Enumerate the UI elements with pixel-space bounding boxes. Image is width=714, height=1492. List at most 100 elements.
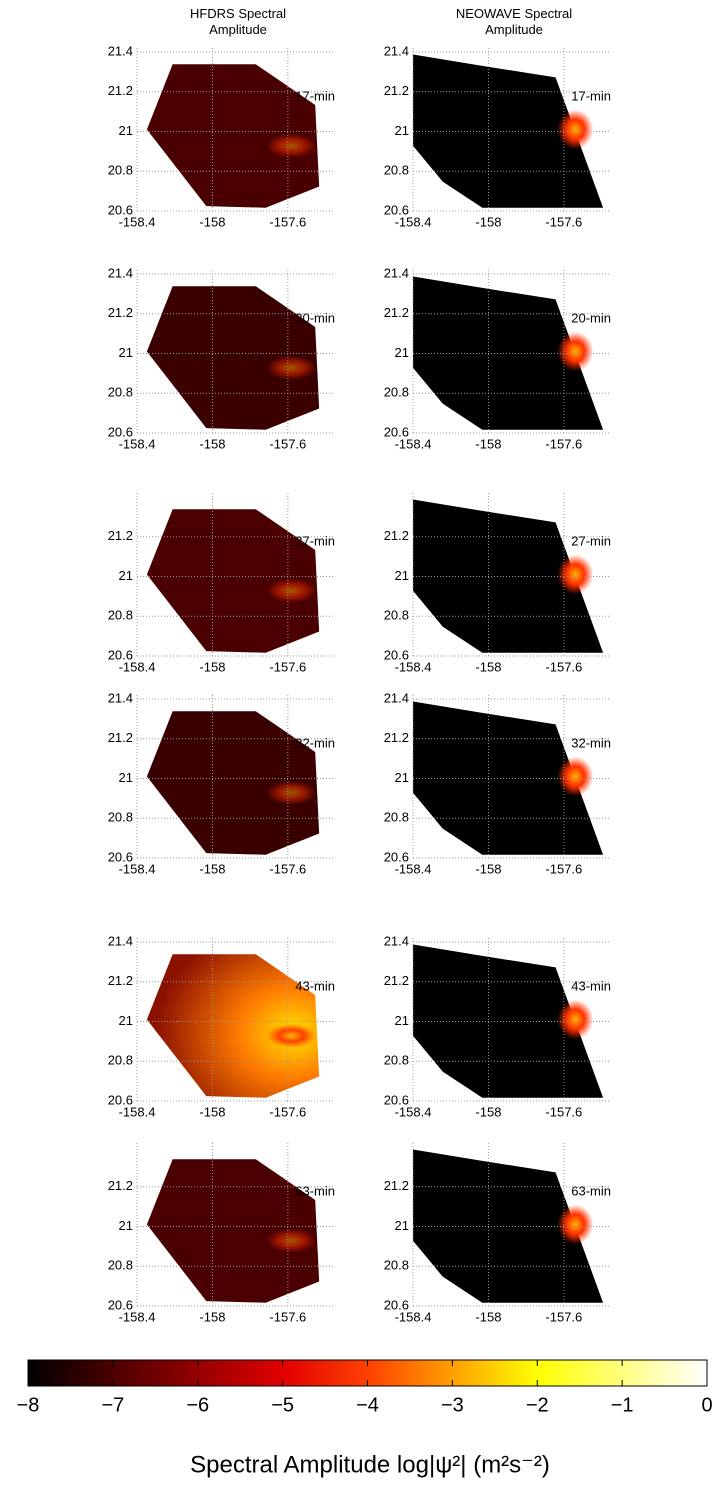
map-hotspot <box>266 1229 316 1253</box>
map-hotspot <box>266 579 316 603</box>
map-hotspot <box>557 757 593 797</box>
y-tick-label: 21.4 <box>108 690 133 705</box>
chart: Spectral Amplitude log|ψ²| (m²s⁻²) 20.62… <box>0 0 714 1492</box>
y-tick-label: 21.2 <box>384 305 409 320</box>
x-tick-label: -157.6 <box>545 659 582 674</box>
colorbar-tick-label: −2 <box>526 1394 549 1416</box>
x-tick-label: -158 <box>475 1309 501 1324</box>
y-tick-label: 21.2 <box>384 973 409 988</box>
y-tick-label: 20.8 <box>108 163 133 178</box>
y-tick-label: 21.2 <box>108 528 133 543</box>
y-tick-label: 21.4 <box>384 265 409 280</box>
map-hotspot <box>557 110 593 150</box>
map-hotspot <box>266 134 316 158</box>
y-tick-label: 21.2 <box>108 730 133 745</box>
x-tick-label: -157.6 <box>269 436 306 451</box>
map-hotspot <box>557 332 593 372</box>
y-tick-label: 21.2 <box>108 83 133 98</box>
y-tick-label: 20.8 <box>384 163 409 178</box>
y-tick-label: 20.8 <box>108 1258 133 1273</box>
map-hotspot <box>557 1205 593 1245</box>
y-tick-label: 20.8 <box>384 1258 409 1273</box>
y-tick-label: 21 <box>395 123 409 138</box>
y-tick-label: 21.4 <box>384 43 409 58</box>
y-tick-label: 21 <box>119 345 133 360</box>
x-tick-label: -158.4 <box>119 861 156 876</box>
x-tick-label: -158.4 <box>119 1309 156 1324</box>
x-tick-label: -158 <box>475 1104 501 1119</box>
y-tick-label: 20.8 <box>384 608 409 623</box>
y-tick-label: 21.2 <box>384 1178 409 1193</box>
x-tick-label: -158 <box>475 436 501 451</box>
y-tick-label: 21.2 <box>108 1178 133 1193</box>
x-tick-label: -158.4 <box>395 1104 432 1119</box>
x-tick-label: -158.4 <box>119 214 156 229</box>
x-tick-label: -158.4 <box>119 436 156 451</box>
y-tick-label: 21.4 <box>108 43 133 58</box>
panel-label: 32-min <box>571 735 611 750</box>
x-tick-label: -158 <box>475 659 501 674</box>
panel-label: 27-min <box>571 533 611 548</box>
x-tick-label: -157.6 <box>269 861 306 876</box>
panel-label: 20-min <box>295 310 335 325</box>
figure: HFDRS Spectral Amplitude NEOWAVE Spectra… <box>0 0 714 1492</box>
x-tick-label: -158.4 <box>395 1309 432 1324</box>
colorbar-tick-label: 0 <box>701 1394 712 1416</box>
y-tick-label: 21 <box>119 1013 133 1028</box>
panel-label: 43-min <box>571 978 611 993</box>
map-hotspot <box>266 356 316 380</box>
x-tick-label: -158.4 <box>395 214 432 229</box>
map-hotspot <box>557 1000 593 1040</box>
x-tick-label: -157.6 <box>545 214 582 229</box>
x-tick-label: -157.6 <box>545 861 582 876</box>
y-tick-label: 21 <box>119 1218 133 1233</box>
x-tick-label: -157.6 <box>269 1309 306 1324</box>
map-hotspot <box>266 781 316 805</box>
colorbar-tick-label: −1 <box>611 1394 634 1416</box>
x-tick-label: -158.4 <box>395 436 432 451</box>
y-tick-label: 20.8 <box>384 810 409 825</box>
panel-label: 17-min <box>571 88 611 103</box>
y-tick-label: 21.2 <box>108 305 133 320</box>
x-tick-label: -158 <box>199 659 225 674</box>
y-tick-label: 20.8 <box>108 385 133 400</box>
y-tick-label: 21 <box>395 1218 409 1233</box>
x-tick-label: -157.6 <box>269 659 306 674</box>
x-tick-label: -158.4 <box>395 659 432 674</box>
y-tick-label: 21.4 <box>384 690 409 705</box>
y-tick-label: 21 <box>119 770 133 785</box>
panel-label: 63-min <box>295 1183 335 1198</box>
map-hotspot <box>266 1024 316 1048</box>
x-tick-label: -158.4 <box>119 659 156 674</box>
x-tick-label: -158.4 <box>119 1104 156 1119</box>
y-tick-label: 21.2 <box>108 973 133 988</box>
y-tick-label: 20.8 <box>108 810 133 825</box>
y-tick-label: 20.8 <box>108 1053 133 1068</box>
colorbar-tick-label: −5 <box>271 1394 294 1416</box>
x-tick-label: -157.6 <box>269 1104 306 1119</box>
x-tick-label: -158 <box>199 214 225 229</box>
y-tick-label: 20.8 <box>384 1053 409 1068</box>
y-tick-label: 21 <box>395 568 409 583</box>
y-tick-label: 21 <box>395 345 409 360</box>
x-tick-label: -157.6 <box>545 1104 582 1119</box>
y-tick-label: 21.2 <box>384 528 409 543</box>
x-tick-label: -158.4 <box>395 861 432 876</box>
x-tick-label: -157.6 <box>545 436 582 451</box>
y-tick-label: 21.4 <box>384 933 409 948</box>
map-hotspot <box>557 555 593 595</box>
y-tick-label: 21 <box>119 123 133 138</box>
colorbar-tick-label: −6 <box>186 1394 209 1416</box>
x-tick-label: -158 <box>199 861 225 876</box>
panel-label: 27-min <box>295 533 335 548</box>
y-tick-label: 21 <box>395 770 409 785</box>
y-tick-label: 21.4 <box>108 933 133 948</box>
y-tick-label: 21 <box>395 1013 409 1028</box>
x-tick-label: -158 <box>199 1104 225 1119</box>
x-tick-label: -157.6 <box>269 214 306 229</box>
x-tick-label: -158 <box>475 214 501 229</box>
panel-label: 63-min <box>571 1183 611 1198</box>
colorbar-tick-label: −8 <box>17 1394 40 1416</box>
colorbar-tick-label: −3 <box>441 1394 464 1416</box>
y-tick-label: 20.8 <box>108 608 133 623</box>
